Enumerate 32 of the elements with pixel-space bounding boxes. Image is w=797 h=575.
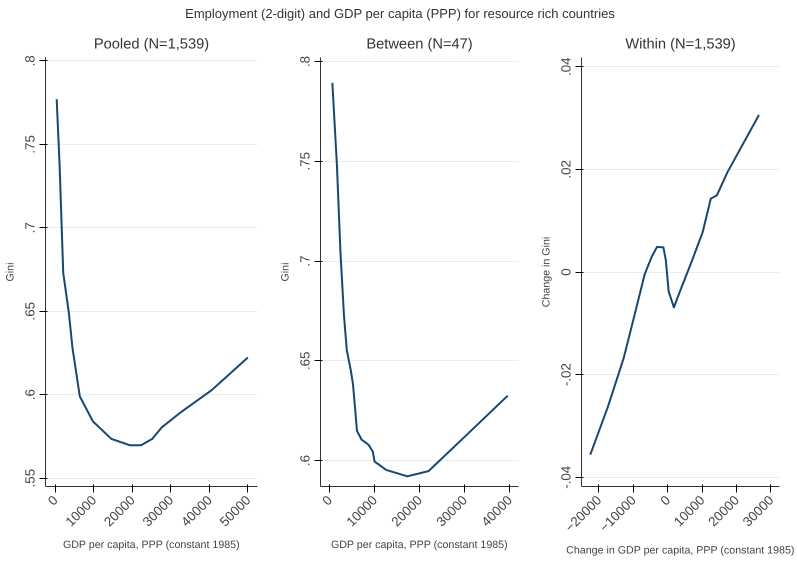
x-tick-label: 0 bbox=[319, 492, 336, 508]
y-tick-label: .75 bbox=[22, 134, 38, 154]
chart-title: Between (N=47) bbox=[366, 36, 473, 52]
y-tick-label: .6 bbox=[22, 388, 38, 400]
y-axis-title: Gini bbox=[280, 262, 292, 282]
y-tick-label: .6 bbox=[298, 454, 312, 466]
y-tick-label: -.02 bbox=[558, 362, 574, 386]
text: Employment (2-digit) and GDP per capita (PPP) for resource rich countries bbox=[185, 5, 615, 23]
y-tick-label: .75 bbox=[298, 152, 312, 170]
y-tick-label: .02 bbox=[558, 160, 574, 178]
x-axis-title: GDP per capita, PPP (constant 1985) bbox=[62, 538, 240, 550]
y-tick-label: .8 bbox=[22, 54, 38, 66]
y-tick-label: .7 bbox=[298, 255, 312, 266]
y-tick-label: .8 bbox=[298, 55, 312, 67]
x-axis-title: Change in GDP per capita, PPP (constant 1985) bbox=[566, 544, 794, 556]
x-axis-title: GDP per capita, PPP (constant 1985) bbox=[330, 538, 508, 550]
y-tick-label: 0 bbox=[558, 268, 574, 276]
line-series bbox=[331, 81, 509, 477]
y-tick-label: .7 bbox=[22, 222, 38, 233]
line-series bbox=[56, 98, 249, 446]
y-tick-label: .65 bbox=[298, 351, 312, 370]
y-tick-label: -.04 bbox=[558, 464, 574, 488]
y-tick-label: .04 bbox=[558, 56, 574, 76]
y-tick-label: .65 bbox=[22, 302, 38, 320]
chart-title: Within (N=1,539) bbox=[625, 36, 736, 52]
y-tick-label: .55 bbox=[22, 468, 38, 487]
y-axis-title: Change in Gini bbox=[540, 236, 552, 307]
x-tick-label: 0 bbox=[44, 492, 61, 508]
chart-subtitle: Pooled (N=1,539) bbox=[94, 36, 210, 52]
x-tick-label: 0 bbox=[657, 492, 674, 508]
line-series bbox=[589, 114, 760, 456]
y-axis-title: Gini bbox=[4, 262, 16, 282]
